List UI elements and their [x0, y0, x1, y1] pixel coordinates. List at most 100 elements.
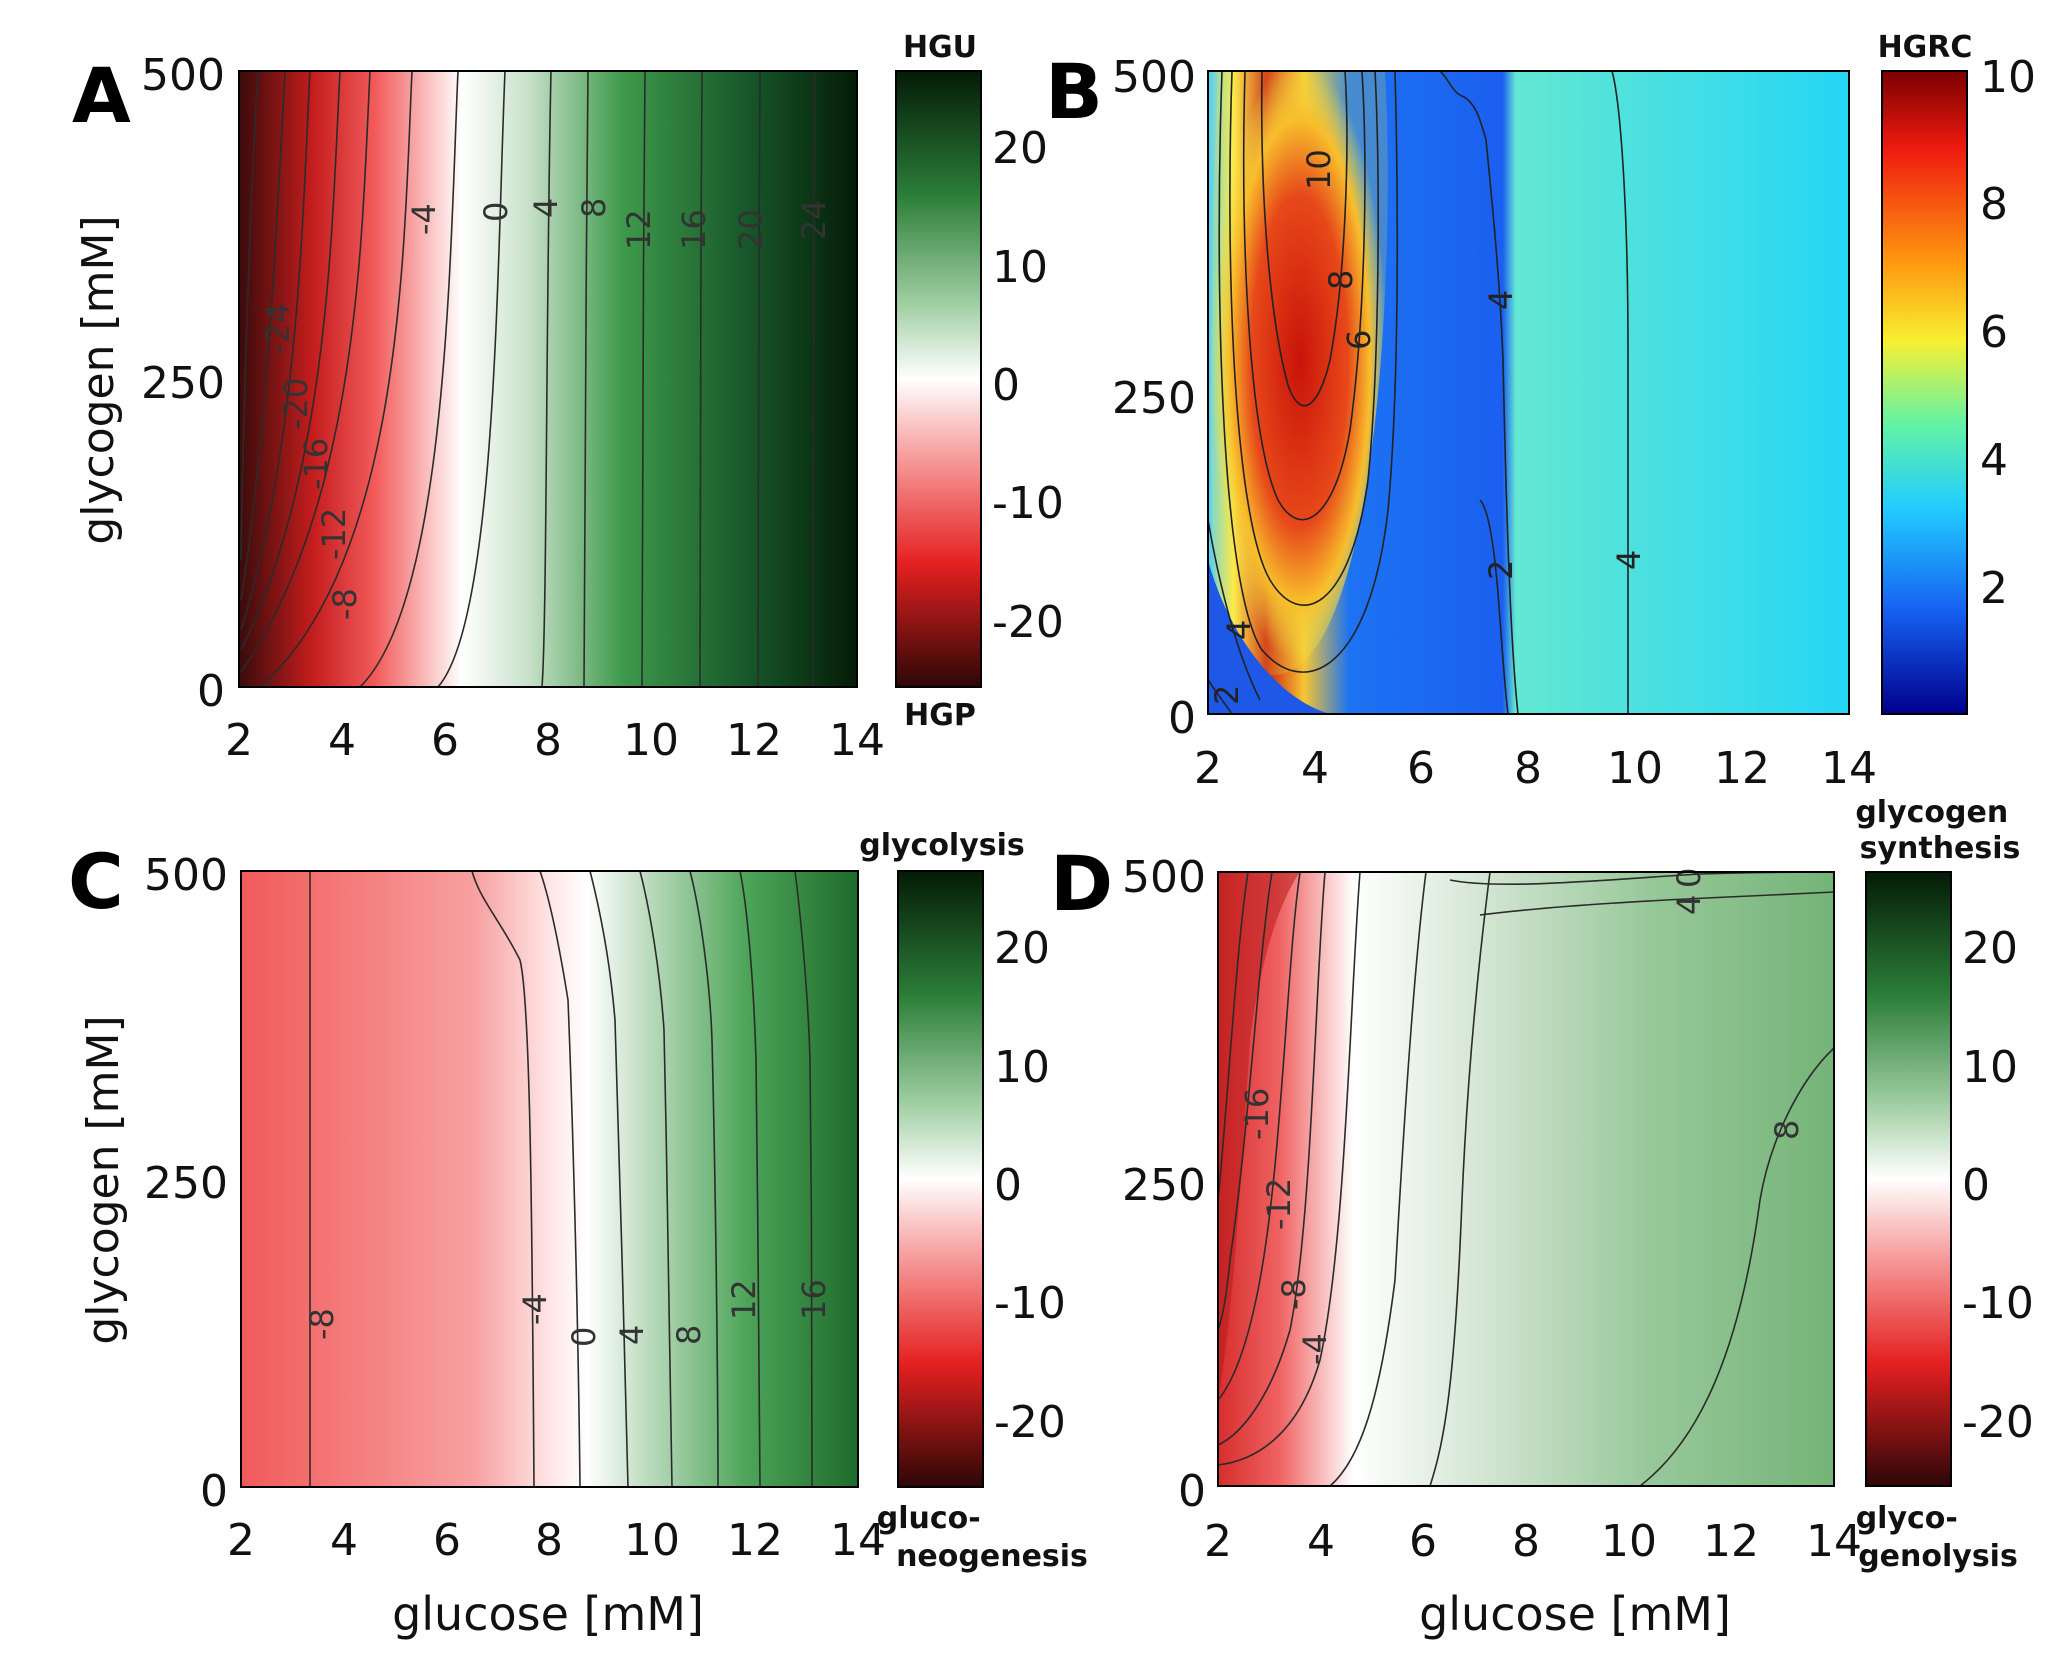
panel-a-contour-labels: -24 -20 -16 -12 -8 -4 0 4 8 12 16 20 24 [259, 198, 833, 620]
contour-label: -8 [1275, 1278, 1313, 1310]
panel-a-y-ticks: 500 250 0 [141, 50, 225, 717]
x-tick-label: 4 [330, 1515, 358, 1566]
panel-d: D -16 -12 -8 -4 0 4 8 500 250 [1050, 795, 2034, 1641]
panel-b-x-ticks: 2 4 6 8 10 12 14 [1194, 743, 1877, 794]
contour-label: 4 [1220, 620, 1258, 640]
contour-label: -24 [259, 303, 297, 355]
contour-line [1217, 871, 1301, 1401]
contour-label: 4 [1482, 290, 1520, 310]
panel-d-dark-region [1218, 872, 1300, 1400]
contour-line [699, 70, 703, 688]
colorbar-b [1881, 70, 1968, 715]
colorbar-tick-label: 2 [1980, 563, 2008, 614]
colorbar-c-bottom-label-line2: neogenesis [896, 1539, 1088, 1574]
y-tick-label: 500 [1122, 852, 1206, 903]
colorbar-b-ticks: 10 8 6 4 2 [1980, 52, 2036, 614]
contour-label: 2 [1208, 685, 1246, 705]
colorbar-tick-label: -20 [992, 597, 1064, 648]
contour-label: 4 [1670, 895, 1708, 915]
colorbar-a-ticks: 20 10 0 -10 -20 [992, 123, 1064, 648]
y-tick-label: 0 [1178, 1466, 1206, 1517]
x-tick-label: 12 [727, 1515, 783, 1566]
contour-line [240, 70, 371, 673]
colorbar-tick-label: 20 [1962, 923, 2018, 974]
x-tick-label: 10 [623, 715, 679, 766]
panel-d-y-ticks: 500 250 0 [1122, 852, 1206, 1517]
y-tick-label: 500 [1112, 52, 1196, 103]
contour-line [641, 70, 646, 688]
colorbar-d-bottom-label: glyco- genolysis [1856, 1501, 2018, 1574]
x-tick-label: 6 [1409, 1516, 1437, 1567]
y-tick-label: 250 [1122, 1160, 1206, 1211]
panel-b: B 10 8 6 4 4 4 2 2 500 [1045, 30, 2036, 794]
contour-line [639, 870, 673, 1488]
contour-label: -16 [297, 438, 335, 490]
colorbar-tick-label: -10 [992, 478, 1064, 529]
contour-label: 8 [670, 1325, 708, 1345]
x-tick-label: 14 [1806, 1516, 1862, 1567]
colorbar-d-bottom-label-line2: genolysis [1858, 1539, 2018, 1574]
x-tick-label: 8 [534, 715, 562, 766]
contour-label: 24 [795, 199, 833, 240]
contour-label: 10 [1300, 149, 1338, 190]
y-tick-label: 250 [144, 1158, 228, 1209]
contour-line [757, 70, 761, 688]
panel-letter-d: D [1050, 839, 1113, 928]
contour-line [1217, 871, 1273, 1331]
y-tick-label: 250 [141, 358, 225, 409]
colorbar-b-top-label: HGRC [1878, 30, 1973, 65]
contour-line [739, 870, 761, 1488]
colorbar-tick-label: 0 [992, 360, 1020, 411]
contour-line [1479, 499, 1509, 715]
contour-line [240, 70, 259, 561]
x-tick-label: 8 [1514, 743, 1542, 794]
contour-label: 12 [620, 209, 658, 250]
panel-letter-a: A [72, 51, 131, 140]
colorbar-c-bottom-label: gluco- neogenesis [877, 1501, 1088, 1574]
panel-d-contour-lines [1217, 871, 1835, 1487]
x-tick-label: 12 [1703, 1516, 1759, 1567]
contour-label: -4 [516, 1293, 554, 1325]
contour-label: -20 [277, 378, 315, 430]
panel-c-y-ticks: 500 250 0 [144, 850, 228, 1517]
colorbar-d-ticks: 20 10 0 -10 -20 [1962, 923, 2034, 1448]
panel-c-x-axis-label: glucose [mM] [392, 1587, 704, 1641]
contour-line [812, 70, 816, 688]
panel-d-heatmap [1218, 872, 1834, 1486]
colorbar-tick-label: 6 [1980, 307, 2008, 358]
panel-d-x-axis-label: glucose [mM] [1419, 1587, 1731, 1641]
contour-label: -8 [303, 1308, 341, 1340]
colorbar-tick-label: 8 [1980, 179, 2008, 230]
colorbar-c-bottom-label-line1: gluco- [877, 1501, 981, 1536]
contour-label: 16 [675, 209, 713, 250]
contour-line [1479, 891, 1835, 916]
panel-b-hot-region [1211, 71, 1388, 675]
contour-label: 8 [575, 198, 613, 218]
panel-c-y-axis-label: glycogen [mM] [78, 1015, 129, 1344]
colorbar-d-top-label-line2: synthesis [1860, 831, 2021, 866]
contour-label: 4 [1610, 550, 1648, 570]
x-tick-label: 2 [1204, 1516, 1232, 1567]
colorbar-tick-label: 20 [994, 923, 1050, 974]
colorbar-tick-label: -20 [994, 1397, 1066, 1448]
colorbar-c-top-label: glycolysis [859, 828, 1025, 863]
contour-line [541, 70, 552, 688]
contour-line [1429, 871, 1491, 1487]
contour-line [1260, 70, 1348, 407]
panel-a-y-axis-label: glycogen [mM] [73, 215, 124, 544]
colorbar-c-ticks: 20 10 0 -10 -20 [994, 923, 1066, 1448]
panel-c-contour-labels: -8 -4 0 4 8 12 16 [303, 1279, 833, 1347]
x-tick-label: 2 [225, 715, 253, 766]
contour-line [1207, 519, 1261, 701]
contour-label: 0 [1670, 868, 1708, 888]
colorbar-a [895, 70, 982, 688]
panel-d-contour-labels: -16 -12 -8 -4 0 4 8 [1238, 868, 1806, 1365]
panel-a-frame [238, 70, 858, 688]
y-tick-label: 0 [1168, 693, 1196, 744]
contour-label: 12 [725, 1279, 763, 1320]
x-tick-label: 10 [624, 1515, 680, 1566]
contour-line [437, 70, 506, 688]
contour-line [689, 870, 719, 1488]
colorbar-tick-label: -20 [1962, 1397, 2034, 1448]
